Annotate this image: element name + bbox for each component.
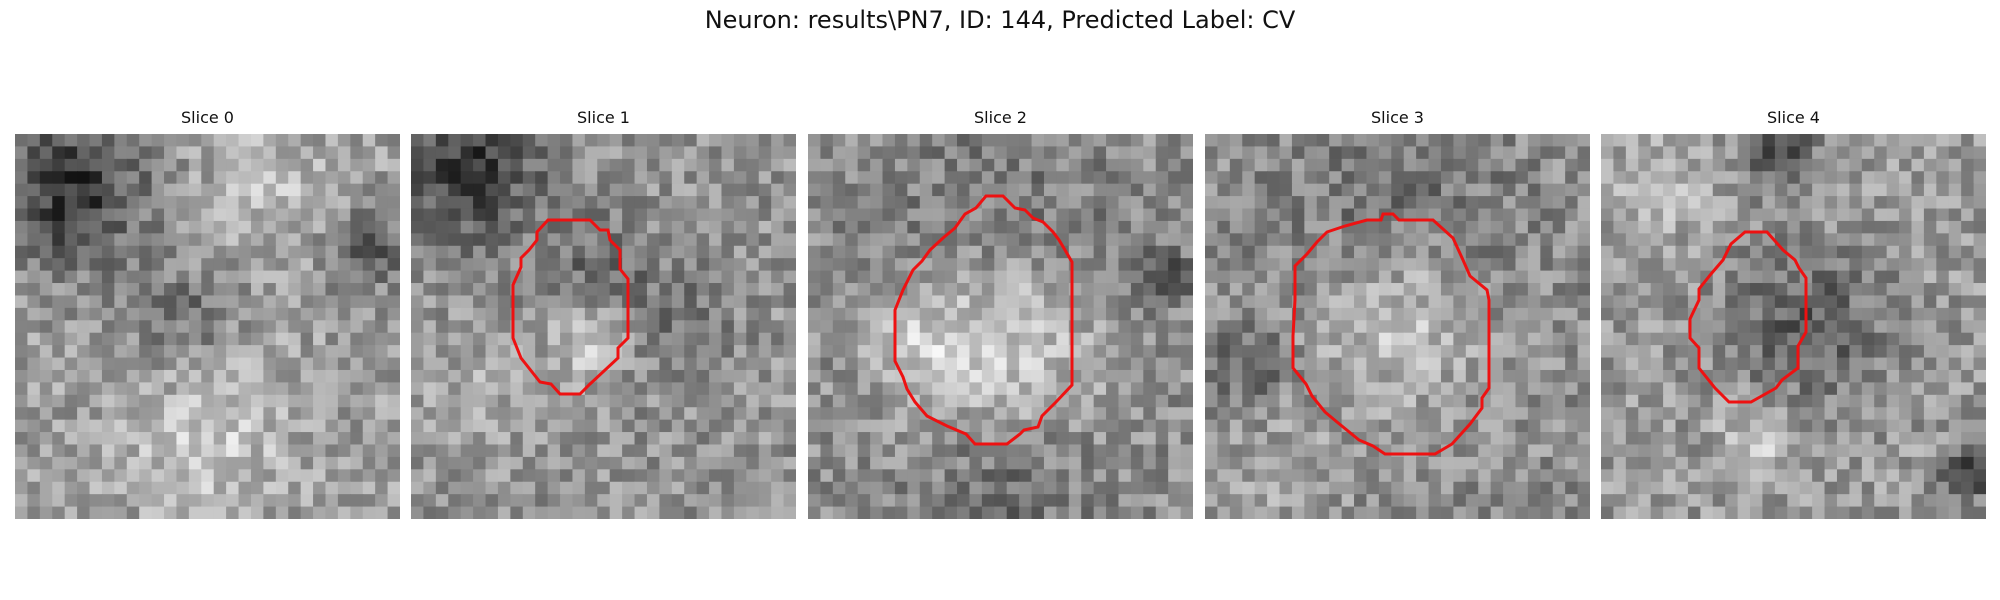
slice-image [808,134,1193,519]
slice-title: Slice 0 [181,108,234,127]
slice-svg [1205,134,1590,519]
slice-image [1205,134,1590,519]
slice-image [411,134,796,519]
slice-svg [1601,134,1986,519]
figure-title: Neuron: results\PN7, ID: 144, Predicted … [704,6,1296,34]
slice-image [1601,134,1986,519]
slice-title: Slice 2 [974,108,1027,127]
slice-svg [808,134,1193,519]
slice-svg [411,134,796,519]
roi-outline [1688,230,1808,404]
pixel-grid [808,134,1193,519]
slice-title: Slice 3 [1371,108,1424,127]
pixel-grid [1205,134,1590,519]
slice-title: Slice 1 [577,108,630,127]
slice-image [15,134,400,519]
roi-outline [511,218,630,396]
slice-title: Slice 4 [1767,108,1820,127]
pixel-grid [1601,134,1986,519]
pixel-grid [411,134,796,519]
pixel-grid [15,134,400,519]
roi-outline [1291,212,1491,456]
slice-svg [15,134,400,519]
roi-outline [893,194,1074,446]
